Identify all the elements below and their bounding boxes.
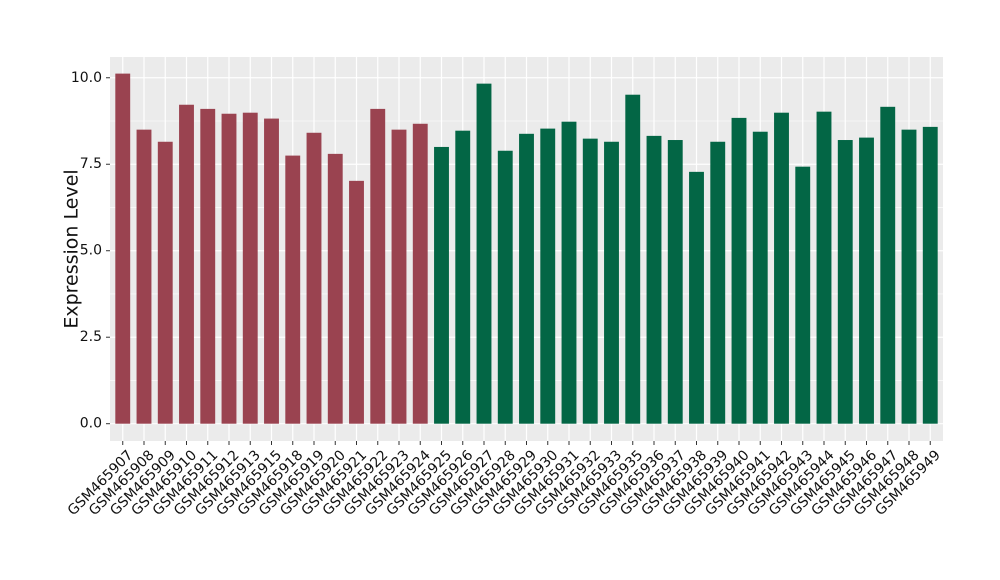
y-tick-label: 2.5	[80, 329, 102, 345]
bar	[391, 129, 407, 424]
bar	[476, 83, 492, 424]
bar	[434, 146, 449, 424]
bar	[774, 112, 789, 424]
bar	[880, 106, 896, 424]
bar	[604, 141, 619, 424]
bar	[242, 112, 258, 424]
bar	[731, 117, 747, 424]
bar	[710, 141, 726, 424]
bar	[115, 73, 131, 424]
y-tick-label: 7.5	[80, 156, 102, 172]
bar	[264, 118, 279, 424]
bar	[136, 129, 152, 424]
bar	[179, 104, 194, 424]
bar	[816, 111, 832, 424]
y-tick-label: 0.0	[80, 416, 102, 432]
bar	[519, 133, 534, 424]
bar	[646, 135, 662, 424]
bar	[349, 180, 364, 424]
bar	[922, 126, 938, 424]
bar	[837, 140, 853, 424]
bar	[540, 128, 556, 424]
bar	[285, 155, 301, 424]
bar	[306, 132, 322, 424]
bar	[667, 140, 683, 424]
bar	[370, 108, 386, 424]
bar	[582, 138, 598, 424]
bar	[561, 121, 577, 424]
bar	[455, 130, 471, 424]
bar	[412, 123, 428, 424]
y-tick-label: 10.0	[71, 70, 102, 86]
bar	[859, 137, 874, 424]
bar	[625, 94, 641, 424]
y-axis-label: Expression Level	[61, 169, 83, 328]
bar	[752, 131, 768, 424]
bar	[157, 141, 173, 424]
bar	[221, 113, 237, 424]
bar	[327, 153, 343, 424]
y-tick-label: 5.0	[80, 243, 102, 259]
bar	[795, 166, 811, 424]
bar	[200, 108, 216, 424]
bar	[901, 129, 917, 424]
bar	[497, 150, 513, 424]
bar	[689, 171, 704, 424]
